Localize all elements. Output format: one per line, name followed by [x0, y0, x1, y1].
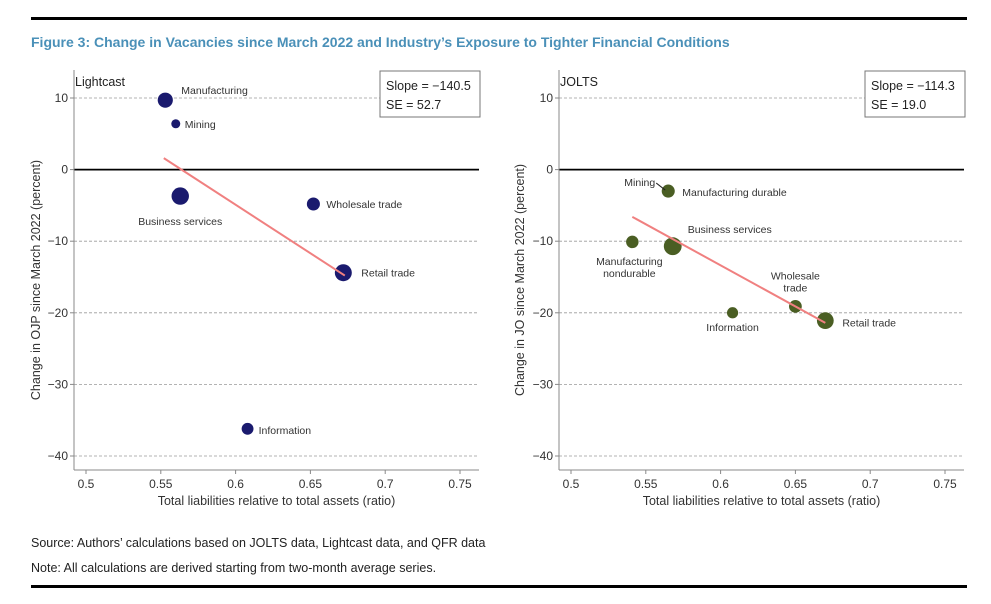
- data-point: [334, 264, 352, 282]
- data-label: Mining: [624, 177, 655, 189]
- x-tick-label: 0.65: [299, 477, 323, 491]
- x-tick-label: 0.55: [634, 477, 658, 491]
- data-label: Wholesale trade: [326, 199, 402, 211]
- x-tick-label: 0.7: [377, 477, 394, 491]
- x-axis-title: Total liabilities relative to total asse…: [158, 494, 396, 508]
- data-point: [661, 184, 675, 198]
- x-tick-label: 0.55: [149, 477, 173, 491]
- se-text: SE = 52.7: [386, 98, 441, 112]
- source-note: Source: Authors’ calculations based on J…: [31, 536, 486, 550]
- data-label: Mining: [185, 119, 216, 131]
- jolts-panel: −40 −30 −20 −10 0 10 0.5 0.55 0.6 0.65 0.7 0.75 Tota…: [513, 70, 966, 508]
- data-label: Manufacturing durable: [682, 187, 787, 199]
- x-tick-label: 0.75: [448, 477, 472, 491]
- y-tick-label: −30: [48, 377, 69, 391]
- data-point: [241, 422, 254, 435]
- x-tick-label: 0.5: [563, 477, 580, 491]
- data-label: Information: [706, 322, 759, 334]
- y-tick-label: −20: [533, 306, 554, 320]
- x-tick-label: 0.7: [862, 477, 879, 491]
- y-tick-label: −10: [533, 234, 554, 248]
- data-point: [171, 187, 189, 205]
- y-axis-title: Change in JO since March 2022 (percent): [513, 164, 527, 396]
- x-tick-label: 0.6: [227, 477, 244, 491]
- data-label: Retail trade: [842, 318, 896, 330]
- data-point: [816, 312, 834, 330]
- data-label: Retail trade: [361, 268, 415, 280]
- lightcast-panel: −40 −30 −20 −10 0 10 0.5 0.55 0.6 0.65 0.7 0.75 Tota…: [29, 70, 481, 508]
- stats-box: [379, 70, 481, 118]
- data-point: [171, 119, 181, 129]
- bottom-rule: [31, 585, 967, 588]
- data-point: [157, 92, 173, 108]
- data-label: Business services: [138, 216, 222, 228]
- y-tick-label: −40: [533, 449, 554, 463]
- x-tick-label: 0.5: [78, 477, 95, 491]
- x-axis-title: Total liabilities relative to total asse…: [643, 494, 881, 508]
- panel-label: JOLTS: [560, 75, 598, 89]
- data-label: Manufacturing: [181, 85, 248, 97]
- y-tick-label: 0: [546, 163, 553, 177]
- calculation-note: Note: All calculations are derived start…: [31, 561, 437, 575]
- slope-text: Slope = −114.3: [871, 79, 955, 93]
- y-tick-label: 10: [540, 91, 554, 105]
- panel-label: Lightcast: [75, 75, 126, 89]
- y-tick-label: 0: [61, 163, 68, 177]
- data-label: Manufacturing nondurable: [596, 256, 663, 280]
- y-axis-title: Change in OJP since March 2022 (percent): [29, 160, 43, 400]
- y-tick-label: −10: [48, 234, 69, 248]
- data-label: Business services: [688, 224, 772, 236]
- se-text: SE = 19.0: [871, 98, 926, 112]
- data-label: Wholesale trade: [771, 270, 820, 294]
- y-tick-label: −40: [48, 449, 69, 463]
- fit-line: [631, 215, 826, 324]
- y-tick-label: 10: [55, 91, 69, 105]
- x-tick-label: 0.65: [784, 477, 808, 491]
- data-point: [626, 235, 639, 249]
- x-tick-label: 0.6: [712, 477, 729, 491]
- y-tick-label: −20: [48, 306, 69, 320]
- figure-title: Figure 3: Change in Vacancies since Marc…: [31, 34, 730, 50]
- x-tick-label: 0.75: [933, 477, 957, 491]
- data-label: Information: [259, 425, 312, 437]
- top-rule: [31, 17, 967, 20]
- fit-line: [163, 157, 346, 277]
- label-leader-line: [655, 182, 666, 191]
- slope-text: Slope = −140.5: [386, 79, 471, 93]
- stats-box: [864, 70, 966, 118]
- y-tick-label: −30: [533, 377, 554, 391]
- data-point: [726, 307, 739, 319]
- data-point: [306, 197, 320, 211]
